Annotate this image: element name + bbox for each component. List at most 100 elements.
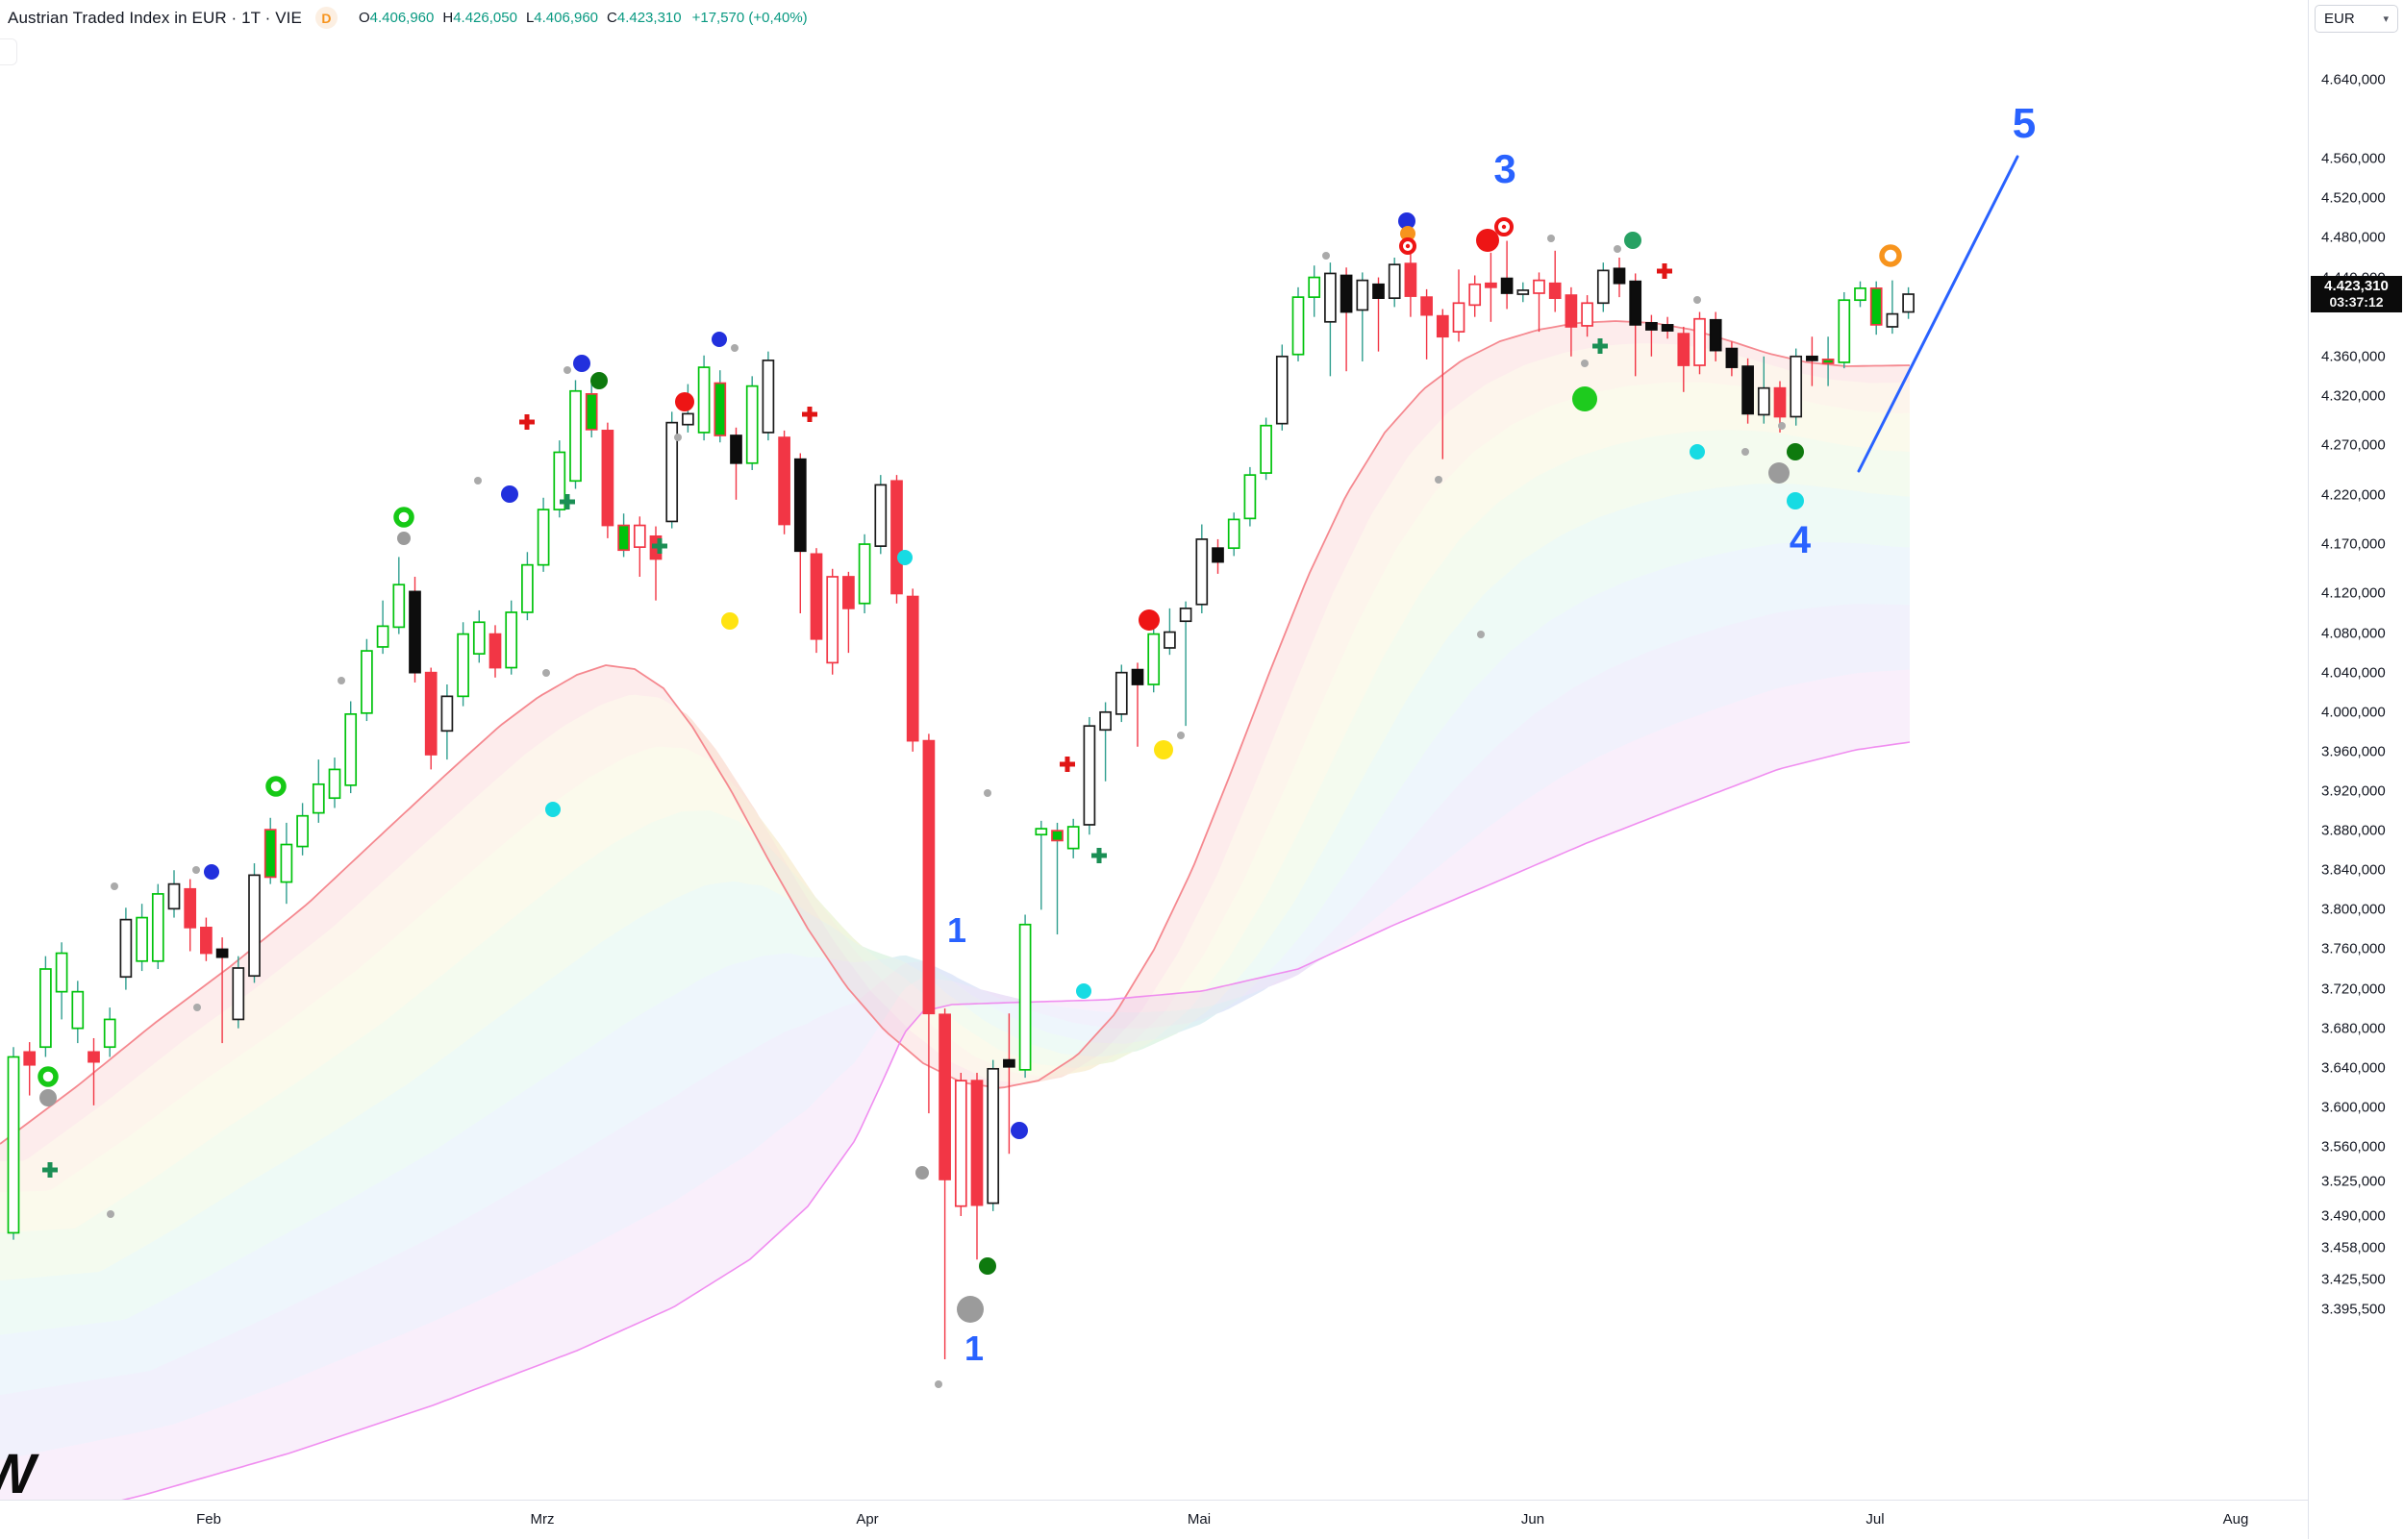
candle — [1709, 311, 1722, 361]
candle — [1164, 608, 1176, 656]
ma-ribbon-band — [0, 604, 1910, 1460]
currency-selector[interactable]: EUR ▾ — [2315, 5, 2398, 33]
candle — [1227, 512, 1240, 557]
signal-gray-icon — [915, 1166, 929, 1180]
wave-label-4[interactable]: 4 — [1790, 519, 1812, 561]
signal-gray-sm-icon — [193, 1004, 201, 1011]
signal-gray-sm-icon — [107, 1210, 114, 1218]
price-tick-label: 3.600,000 — [2321, 1099, 2386, 1116]
candle — [842, 571, 855, 654]
candle — [826, 568, 839, 675]
ma-ribbon-band — [0, 541, 1910, 1396]
ma-ribbon-band — [0, 669, 1910, 1500]
price-tick-label: 3.525,000 — [2321, 1173, 2386, 1190]
price-tick-label: 3.395,500 — [2321, 1301, 2386, 1318]
candle — [232, 956, 245, 1029]
candle — [1854, 281, 1866, 308]
signal-gray-icon — [957, 1296, 984, 1323]
signal-cyan-icon — [545, 802, 561, 817]
candle — [1035, 820, 1048, 910]
candle — [906, 588, 919, 752]
signal-gray-icon — [39, 1089, 57, 1106]
candle — [215, 937, 229, 1044]
month-label-apr: Apr — [856, 1511, 879, 1528]
candle — [890, 475, 903, 604]
signal-gray-sm-icon — [984, 789, 991, 797]
ohlc-values: O4.406,960 H4.426,050 L4.406,960 C4.423,310 — [359, 10, 690, 26]
candle — [1066, 818, 1080, 858]
price-tick-label: 3.680,000 — [2321, 1020, 2386, 1037]
candle — [954, 1072, 967, 1216]
wave-label-3[interactable]: 3 — [1493, 146, 1515, 191]
signal-blue-icon — [1011, 1122, 1028, 1139]
candle — [1212, 538, 1224, 574]
wave-label-1[interactable]: 1 — [964, 1329, 984, 1368]
candle — [810, 548, 823, 654]
candle — [1147, 628, 1161, 693]
price-tick-label: 4.040,000 — [2321, 664, 2386, 682]
price-tick-label: 4.220,000 — [2321, 486, 2386, 504]
month-label-aug: Aug — [2222, 1511, 2249, 1528]
ohlc-o: O4.406,960 — [358, 10, 435, 26]
month-label-jul: Jul — [1866, 1511, 1885, 1528]
price-tick-label: 4.320,000 — [2321, 387, 2386, 405]
ma-ribbon-band — [0, 430, 1910, 1281]
candle — [939, 1008, 951, 1360]
symbol-legend: Austrian Traded Index in EUR · 1T · VIE … — [8, 7, 808, 29]
wave-label-1[interactable]: 1 — [947, 910, 966, 950]
collapsed-toolbar-button[interactable] — [0, 38, 17, 65]
signal-gray-sm-icon — [674, 434, 682, 441]
price-axis[interactable]: 4.423,310 03:37:12 4.640,000 4.560,000 4.5… — [2308, 0, 2404, 1539]
candle — [1436, 309, 1449, 460]
wave-label-5[interactable]: 5 — [2013, 100, 2036, 147]
candle — [585, 382, 598, 438]
signal-plus-green-icon — [652, 538, 667, 554]
signal-yellow-icon — [721, 612, 739, 630]
signal-plus-red-icon — [1060, 757, 1075, 772]
candle — [1596, 262, 1610, 312]
price-tick-label: 3.640,000 — [2321, 1059, 2386, 1077]
candle — [361, 638, 373, 722]
price-chart[interactable]: 1 1 3 4 5 — [0, 0, 2308, 1500]
price-tick-label: 4.170,000 — [2321, 535, 2386, 553]
candle — [922, 733, 936, 1114]
candle — [1195, 524, 1209, 614]
signal-gray-sm-icon — [935, 1380, 942, 1388]
signal-red-ring-icon — [1399, 237, 1416, 255]
chevron-down-icon: ▾ — [2383, 13, 2389, 25]
signal-green-dark-icon — [979, 1257, 996, 1275]
time-axis[interactable]: Feb Mrz Apr Mai Jun Jul Aug — [0, 1500, 2404, 1540]
candle — [1291, 286, 1305, 361]
candle — [1677, 326, 1690, 392]
candle — [1356, 272, 1369, 361]
last-price-value: 4.423,310 — [2324, 277, 2389, 294]
interval-badge[interactable]: D — [314, 7, 338, 29]
signal-blue-icon — [573, 355, 590, 372]
candle — [1179, 601, 1192, 727]
candle — [778, 430, 790, 534]
candle — [39, 956, 52, 1057]
candle — [103, 1007, 116, 1057]
price-tick-label: 4.360,000 — [2321, 348, 2386, 365]
signal-gray-sm-icon — [1547, 235, 1555, 242]
candle — [263, 817, 277, 884]
signal-plus-red-icon — [519, 414, 535, 430]
candle — [793, 453, 807, 614]
ribbon-slow-line — [121, 741, 1911, 1500]
candle — [1308, 265, 1321, 317]
candle — [312, 759, 325, 823]
candle — [1838, 291, 1851, 369]
candle — [1388, 258, 1401, 308]
candle — [1114, 664, 1128, 723]
candle — [553, 440, 566, 518]
signal-gray-sm-icon — [563, 366, 571, 374]
chart-canvas[interactable]: 1 1 3 4 5 — [0, 0, 2308, 1500]
signal-cyan-icon — [1787, 492, 1804, 509]
candle — [1533, 272, 1545, 333]
change-value: +17,570 (+0,40%) — [691, 10, 808, 26]
signal-plus-red-icon — [802, 407, 817, 422]
trend-line[interactable] — [1857, 155, 2019, 473]
candle — [1420, 288, 1433, 360]
symbol-title[interactable]: Austrian Traded Index in EUR · 1T · VIE — [8, 8, 302, 27]
signal-red-icon — [1476, 229, 1499, 252]
